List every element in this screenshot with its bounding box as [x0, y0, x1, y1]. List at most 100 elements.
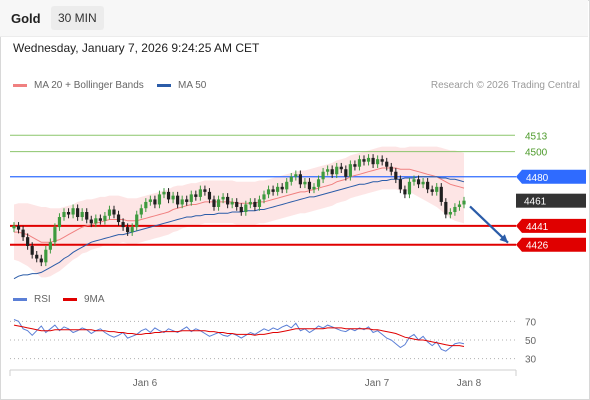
candle-body: [371, 157, 375, 165]
candle-body: [426, 181, 430, 190]
candle-body: [448, 212, 452, 215]
candle-body: [176, 195, 180, 205]
candle-body: [171, 195, 175, 200]
candle-body: [430, 189, 434, 192]
rsi-series-rsi: [13, 319, 465, 352]
candle-body: [185, 199, 189, 202]
rsi-legend-label: RSI: [34, 294, 51, 305]
candle-body: [98, 218, 102, 221]
candle-body: [130, 227, 134, 233]
copyright-text: Research © 2026 Trading Central: [430, 80, 580, 91]
candle-body: [148, 199, 152, 202]
candle-body: [116, 214, 121, 223]
candles-group: [12, 154, 466, 267]
candle-body: [230, 201, 234, 205]
candle-body: [103, 215, 107, 221]
rsi-swatch: [13, 298, 27, 301]
level-badge-4441: [516, 218, 586, 233]
candle-body: [321, 171, 325, 180]
candle-body: [94, 218, 98, 224]
level-label-4500: 4500: [525, 148, 548, 159]
candle-body: [221, 196, 225, 200]
candle-body: [203, 189, 207, 192]
current-price-label: 4461: [524, 197, 547, 208]
candle-body: [353, 164, 357, 167]
candle-body: [271, 189, 275, 192]
candle-body: [39, 258, 43, 263]
candle-body: [416, 179, 421, 185]
ma20-line: [14, 167, 465, 243]
candle-body: [326, 169, 330, 172]
x-tick-label: Jan 6: [133, 378, 158, 389]
candle-body: [253, 201, 257, 207]
candle-body: [339, 166, 343, 170]
candle-body: [435, 186, 439, 192]
candle-body: [312, 186, 316, 190]
candle-body: [71, 208, 75, 215]
projection-arrow-line: [469, 205, 509, 244]
candle-body: [239, 206, 243, 212]
candle-body: [162, 191, 166, 195]
candle-body: [385, 161, 389, 167]
candle-body: [357, 159, 362, 167]
candle-body: [66, 212, 71, 215]
legend-item-ma20: MA 20 + Bollinger Bands: [13, 80, 144, 91]
candle-body: [257, 199, 262, 207]
candle-body: [376, 159, 380, 165]
candle-body: [285, 181, 289, 190]
candle-body: [303, 181, 307, 185]
candle-body: [153, 199, 157, 205]
ma9-swatch: [63, 298, 77, 301]
candle-body: [212, 199, 216, 207]
level-label-4426: 4426: [526, 241, 549, 252]
ma9-legend-label: 9MA: [84, 294, 105, 305]
candle-body: [80, 212, 84, 218]
candle-body: [76, 208, 80, 218]
candle-body: [276, 186, 280, 192]
candle-body: [30, 245, 34, 255]
candle-body: [366, 157, 371, 162]
candle-body: [294, 174, 298, 177]
candle-body: [316, 179, 321, 187]
rsi-tick-70: 70: [525, 317, 537, 328]
candle-body: [207, 191, 212, 200]
candle-body: [216, 199, 221, 207]
candle-body: [189, 194, 193, 202]
candle-body: [235, 201, 239, 207]
candle-body: [335, 166, 339, 175]
ma50-swatch: [157, 84, 171, 87]
candle-body: [453, 206, 457, 212]
level-badge-4426: [516, 237, 586, 252]
candle-body: [298, 174, 302, 185]
candle-body: [16, 225, 21, 230]
candle-body: [421, 181, 425, 185]
candle-body: [126, 227, 130, 233]
level-label-4480: 4480: [526, 173, 549, 184]
candle-body: [135, 214, 139, 228]
candle-body: [280, 186, 284, 190]
candle-body: [389, 166, 393, 172]
candle-body: [394, 171, 398, 180]
candle-body: [21, 229, 25, 238]
candle-body: [85, 212, 89, 220]
candle-body: [121, 222, 125, 228]
ma50-line: [13, 176, 465, 280]
candle-body: [180, 199, 184, 205]
candle-body: [157, 194, 162, 205]
projection-arrow-head: [499, 234, 508, 243]
level-label-4441: 4441: [526, 222, 549, 233]
legend-item-rsi: RSI: [13, 294, 51, 305]
candle-body: [198, 189, 202, 197]
timeframe-badge[interactable]: 30 MIN: [51, 6, 104, 30]
candle-body: [462, 200, 466, 205]
candle-body: [403, 189, 407, 195]
current-price-badge: [516, 193, 586, 208]
candle-body: [112, 209, 116, 215]
legend-item-9ma: 9MA: [63, 294, 105, 305]
chart-datetime: Wednesday, January 7, 2026 9:24:25 AM CE…: [13, 41, 260, 55]
level-label-4513: 4513: [525, 131, 548, 142]
candle-body: [44, 249, 48, 263]
rsi-tick-50: 50: [525, 336, 537, 347]
candle-body: [344, 169, 348, 177]
